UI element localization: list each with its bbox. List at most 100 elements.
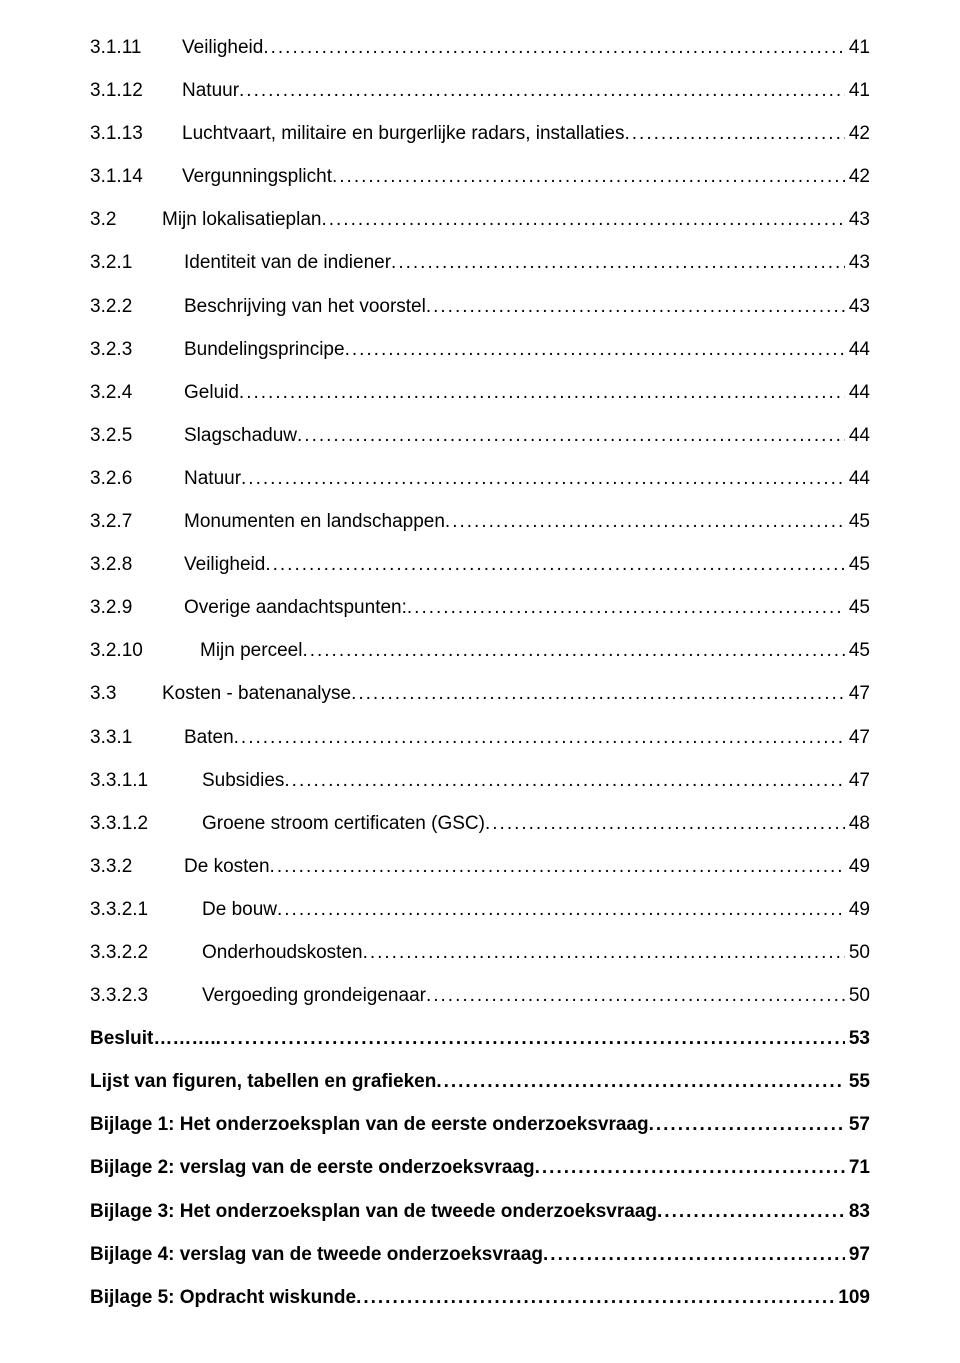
toc-page-number: 50	[845, 935, 870, 971]
toc-number: 3.1.14	[90, 159, 182, 195]
toc-page-number: 47	[845, 676, 870, 712]
toc-title: Bijlage 2: verslag van de eerste onderzo…	[90, 1150, 535, 1186]
toc-leader-dots	[391, 245, 845, 281]
toc-number: 3.2.10	[90, 633, 200, 669]
toc-title: Bijlage 1: Het onderzoeksplan van de eer…	[90, 1107, 649, 1143]
toc-leader-dots	[436, 1064, 845, 1100]
toc-entry: 3.2.10Mijn perceel 45	[90, 633, 870, 669]
toc-page-number: 55	[845, 1064, 870, 1100]
toc-leader-dots	[270, 849, 845, 885]
toc-title: Subsidies	[202, 763, 284, 799]
toc-number: 3.3.2.1	[90, 892, 202, 928]
toc-entry: 3.3.1.2Groene stroom certificaten (GSC) …	[90, 806, 870, 842]
toc-entry: Besluit………. 53	[90, 1021, 870, 1057]
toc-page-number: 49	[845, 892, 870, 928]
toc-leader-dots	[297, 418, 845, 454]
toc-leader-dots	[649, 1107, 845, 1143]
toc-leader-dots	[332, 159, 845, 195]
toc-number: 3.3	[90, 676, 162, 712]
toc-title: Vergunningsplicht	[182, 159, 332, 195]
toc-title: Beschrijving van het voorstel	[184, 289, 426, 325]
toc-entry: Bijlage 5: Opdracht wiskunde 109	[90, 1280, 870, 1316]
toc-entry: Bijlage 4: verslag van de tweede onderzo…	[90, 1237, 870, 1273]
toc-page-number: 45	[845, 547, 870, 583]
toc-entry: 3.3.1Baten 47	[90, 720, 870, 756]
toc-entry: 3.1.14Vergunningsplicht 42	[90, 159, 870, 195]
toc-leader-dots	[407, 590, 845, 626]
toc-page-number: 57	[845, 1107, 870, 1143]
toc-leader-dots	[426, 978, 845, 1014]
toc-entry: 3.2.7Monumenten en landschappen 45	[90, 504, 870, 540]
toc-title: Natuur	[182, 73, 239, 109]
toc-number: 3.2.7	[90, 504, 184, 540]
toc-title: Vergoeding grondeigenaar	[202, 978, 426, 1014]
toc-number: 3.3.1	[90, 720, 184, 756]
toc-page-number: 43	[845, 289, 870, 325]
toc-entry: 3.2.9Overige aandachtspunten: 45	[90, 590, 870, 626]
toc-leader-dots	[284, 763, 844, 799]
toc-number: 3.1.12	[90, 73, 182, 109]
toc-entry: 3.1.11Veiligheid 41	[90, 30, 870, 66]
toc-leader-dots	[302, 633, 844, 669]
toc-page: 3.1.11Veiligheid 413.1.12Natuur 413.1.13…	[0, 0, 960, 1363]
toc-leader-dots	[263, 30, 845, 66]
toc-page-number: 83	[845, 1194, 870, 1230]
toc-title: Veiligheid	[184, 547, 265, 583]
toc-title: Natuur	[184, 461, 241, 497]
toc-number: 3.2.6	[90, 461, 184, 497]
toc-leader-dots	[321, 202, 844, 238]
toc-number: 3.3.1.2	[90, 806, 202, 842]
toc-entry: Bijlage 3: Het onderzoeksplan van de twe…	[90, 1194, 870, 1230]
toc-title: Mijn perceel	[200, 633, 302, 669]
toc-title: Besluit……….	[90, 1021, 216, 1057]
toc-page-number: 47	[845, 720, 870, 756]
toc-leader-dots	[426, 289, 845, 325]
toc-number: 3.3.2.2	[90, 935, 202, 971]
toc-title: Veiligheid	[182, 30, 263, 66]
toc-entry: Bijlage 1: Het onderzoeksplan van de eer…	[90, 1107, 870, 1143]
toc-number: 3.2.3	[90, 332, 184, 368]
toc-entry: 3.2Mijn lokalisatieplan 43	[90, 202, 870, 238]
toc-title: Lijst van figuren, tabellen en grafieken	[90, 1064, 436, 1100]
toc-leader-dots	[345, 332, 845, 368]
toc-page-number: 41	[845, 73, 870, 109]
toc-page-number: 44	[845, 332, 870, 368]
toc-title: Baten	[184, 720, 234, 756]
toc-page-number: 43	[845, 245, 870, 281]
toc-entry: 3.3.2.2Onderhoudskosten 50	[90, 935, 870, 971]
toc-title: Identiteit van de indiener	[184, 245, 391, 281]
toc-leader-dots	[265, 547, 845, 583]
toc-page-number: 71	[845, 1150, 870, 1186]
toc-title: Bijlage 4: verslag van de tweede onderzo…	[90, 1237, 543, 1273]
toc-leader-dots	[363, 935, 845, 971]
toc-entry: 3.2.6Natuur 44	[90, 461, 870, 497]
toc-entry: 3.3.1.1Subsidies 47	[90, 763, 870, 799]
toc-title: Groene stroom certificaten (GSC)	[202, 806, 485, 842]
toc-entry: 3.3.2.1De bouw 49	[90, 892, 870, 928]
toc-entry: 3.2.1Identiteit van de indiener 43	[90, 245, 870, 281]
toc-leader-dots	[216, 1021, 845, 1057]
toc-entry: 3.3.2De kosten 49	[90, 849, 870, 885]
toc-title: De bouw	[202, 892, 277, 928]
toc-page-number: 50	[845, 978, 870, 1014]
toc-page-number: 41	[845, 30, 870, 66]
toc-page-number: 44	[845, 461, 870, 497]
toc-page-number: 97	[845, 1237, 870, 1273]
toc-number: 3.3.2	[90, 849, 184, 885]
toc-page-number: 42	[845, 159, 870, 195]
toc-entry: 3.2.8Veiligheid 45	[90, 547, 870, 583]
toc-leader-dots	[239, 73, 845, 109]
toc-title: Mijn lokalisatieplan	[162, 202, 321, 238]
toc-entry: 3.1.12Natuur 41	[90, 73, 870, 109]
toc-page-number: 45	[845, 504, 870, 540]
toc-page-number: 45	[845, 590, 870, 626]
toc-leader-dots	[277, 892, 845, 928]
toc-page-number: 44	[845, 418, 870, 454]
toc-page-number: 53	[845, 1021, 870, 1057]
toc-leader-dots	[351, 676, 845, 712]
toc-title: Overige aandachtspunten:	[184, 590, 407, 626]
toc-leader-dots	[485, 806, 845, 842]
toc-leader-dots	[241, 461, 845, 497]
toc-title: De kosten	[184, 849, 270, 885]
toc-number: 3.3.1.1	[90, 763, 202, 799]
